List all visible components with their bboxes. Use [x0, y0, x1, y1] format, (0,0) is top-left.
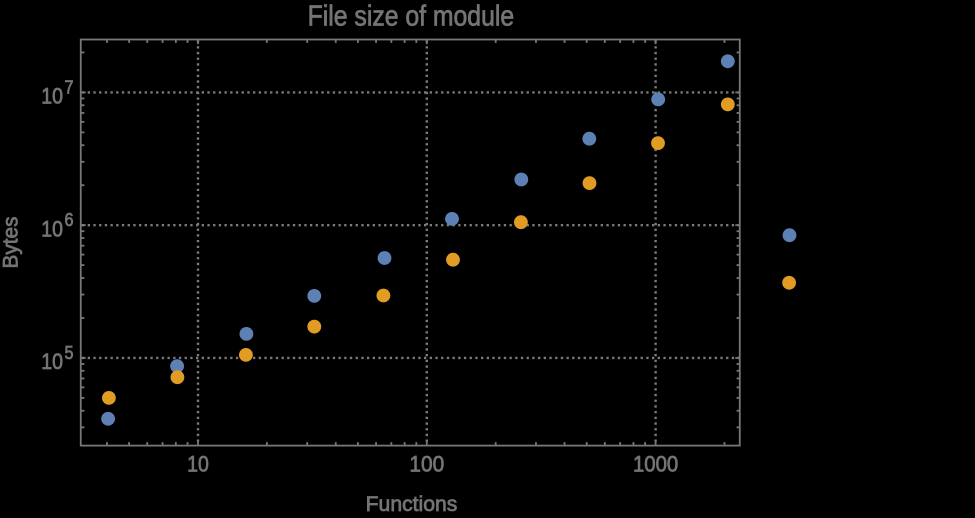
svg-text:Functions: Functions — [366, 492, 458, 513]
svg-text:6: 6 — [65, 210, 74, 230]
svg-text:10: 10 — [41, 349, 63, 374]
svg-text:10: 10 — [41, 216, 63, 241]
svg-text:File size of module: File size of module — [308, 1, 515, 33]
svg-text:Bytes: Bytes — [0, 217, 23, 269]
svg-text:100: 100 — [409, 452, 444, 477]
svg-text:10: 10 — [41, 84, 63, 109]
svg-text:7: 7 — [65, 77, 74, 97]
svg-text:1000: 1000 — [633, 452, 678, 477]
svg-text:10: 10 — [187, 452, 209, 477]
svg-text:5: 5 — [65, 343, 74, 363]
